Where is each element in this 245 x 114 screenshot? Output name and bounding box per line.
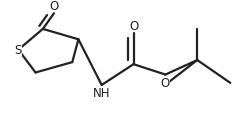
Text: O: O: [161, 76, 170, 89]
Text: S: S: [15, 44, 22, 57]
Text: O: O: [49, 0, 59, 13]
Text: NH: NH: [93, 86, 110, 99]
Text: O: O: [129, 20, 138, 33]
